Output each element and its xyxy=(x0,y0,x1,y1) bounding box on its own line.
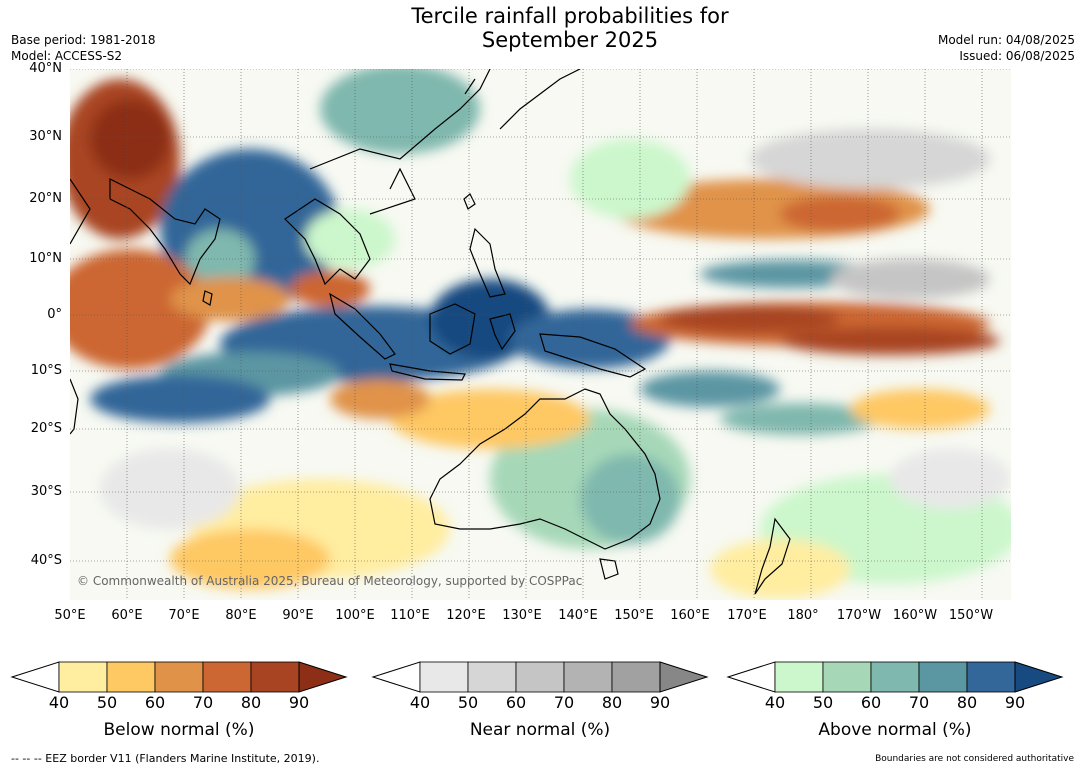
korea-japan-coast xyxy=(464,69,581,130)
sri-lanka-coast xyxy=(202,290,213,306)
borneo-coast xyxy=(429,303,476,355)
issued-date: Issued: 06/08/2025 xyxy=(959,49,1075,63)
lon-label-110e: 110°E xyxy=(390,608,430,623)
near-tick: 80 xyxy=(601,693,623,712)
lon-label-120e: 120°E xyxy=(446,608,486,623)
boundaries-note: Boundaries are not considered authoritat… xyxy=(875,754,1074,764)
australia-coast xyxy=(429,388,661,550)
lon-label-90e: 90°E xyxy=(282,608,314,623)
above-tick: 70 xyxy=(908,693,930,712)
near-tick: 90 xyxy=(649,693,671,712)
lon-label-170e: 170°E xyxy=(727,608,767,623)
lat-label-10s: 10°S xyxy=(30,363,62,378)
lon-label-150e: 150°E xyxy=(614,608,654,623)
below-tick: 80 xyxy=(240,693,262,712)
lon-label-160w: 160°W xyxy=(892,608,938,623)
coastlines xyxy=(70,69,791,595)
madagascar-coast xyxy=(70,378,79,435)
lon-label-180: 180° xyxy=(787,608,819,623)
philippines-coast xyxy=(469,227,506,298)
below-tick: 50 xyxy=(96,693,118,712)
lat-label-30n: 30°N xyxy=(29,129,62,144)
lat-label-20n: 20°N xyxy=(29,191,62,206)
graticule xyxy=(70,69,1011,600)
below-normal-arabian-sea xyxy=(70,249,210,369)
lon-label-60e: 60°E xyxy=(111,608,143,623)
lon-label-140e: 140°E xyxy=(558,608,598,623)
tasmania-coast xyxy=(599,558,619,580)
below-tick: 40 xyxy=(48,693,70,712)
title-line-1: Tercile rainfall probabilities for xyxy=(411,4,729,28)
near-tick: 50 xyxy=(457,693,479,712)
taiwan-coast xyxy=(463,193,476,210)
near-tick: 40 xyxy=(409,693,431,712)
model-name: Model: ACCESS-S2 xyxy=(11,49,123,63)
lon-label-70e: 70°E xyxy=(168,608,200,623)
colorbars xyxy=(10,661,1064,693)
lon-label-150w: 150°W xyxy=(948,608,994,623)
rainfall-map[interactable] xyxy=(70,69,1011,600)
lat-label-30s: 30°S xyxy=(30,484,62,499)
near-tick: 70 xyxy=(553,693,575,712)
colorbar-above-normal xyxy=(726,661,1064,693)
near-tick: 60 xyxy=(505,693,527,712)
new-guinea-coast xyxy=(539,333,647,378)
colorbar-near-normal xyxy=(371,661,709,693)
sulawesi-coast xyxy=(489,313,516,351)
china-coast xyxy=(309,69,491,215)
below-normal-north-australia xyxy=(390,389,590,449)
meta-right: Model run: 04/08/2025 Issued: 06/08/2025 xyxy=(938,32,1075,64)
lat-label-40s: 40°S xyxy=(30,553,62,568)
lon-label-170w: 170°W xyxy=(836,608,882,623)
lat-label-10n: 10°N xyxy=(29,251,62,266)
below-normal-label: Below normal (%) xyxy=(103,720,255,740)
lon-label-50e: 50°E xyxy=(54,608,86,623)
model-run: Model run: 04/08/2025 xyxy=(937,33,1075,47)
new-zealand-coast xyxy=(754,517,791,595)
lon-label-160e: 160°E xyxy=(670,608,710,623)
copyright-notice: © Commonwealth of Australia 2025, Bureau… xyxy=(77,574,583,588)
above-tick: 50 xyxy=(812,693,834,712)
base-period: Base period: 1981-2018 xyxy=(11,33,156,47)
below-tick: 90 xyxy=(288,693,310,712)
map-title: Tercile rainfall probabilities for Septe… xyxy=(300,4,840,52)
below-tick: 60 xyxy=(144,693,166,712)
colorbar-below-normal xyxy=(10,661,348,693)
title-line-2: September 2025 xyxy=(481,28,659,52)
above-tick: 40 xyxy=(764,693,786,712)
sumatra-coast xyxy=(329,292,396,360)
near-normal-label: Near normal (%) xyxy=(469,720,611,740)
above-normal-label: Above normal (%) xyxy=(818,720,972,740)
lat-label-20s: 20°S xyxy=(30,421,62,436)
lat-label-40n: 40°N xyxy=(29,61,62,76)
above-tick: 60 xyxy=(860,693,882,712)
lon-label-100e: 100°E xyxy=(335,608,375,623)
above-tick: 80 xyxy=(956,693,978,712)
above-tick: 90 xyxy=(1004,693,1026,712)
lon-label-130e: 130°E xyxy=(502,608,542,623)
lon-label-80e: 80°E xyxy=(225,608,257,623)
below-tick: 70 xyxy=(192,693,214,712)
arabia-coast xyxy=(70,178,91,245)
meta-left: Base period: 1981-2018 Model: ACCESS-S2 xyxy=(11,32,156,64)
eez-note: -- -- -- EEZ border V11 (Flanders Marine… xyxy=(11,752,320,765)
above-normal-china xyxy=(320,69,480,154)
lat-label-0: 0° xyxy=(47,307,62,322)
